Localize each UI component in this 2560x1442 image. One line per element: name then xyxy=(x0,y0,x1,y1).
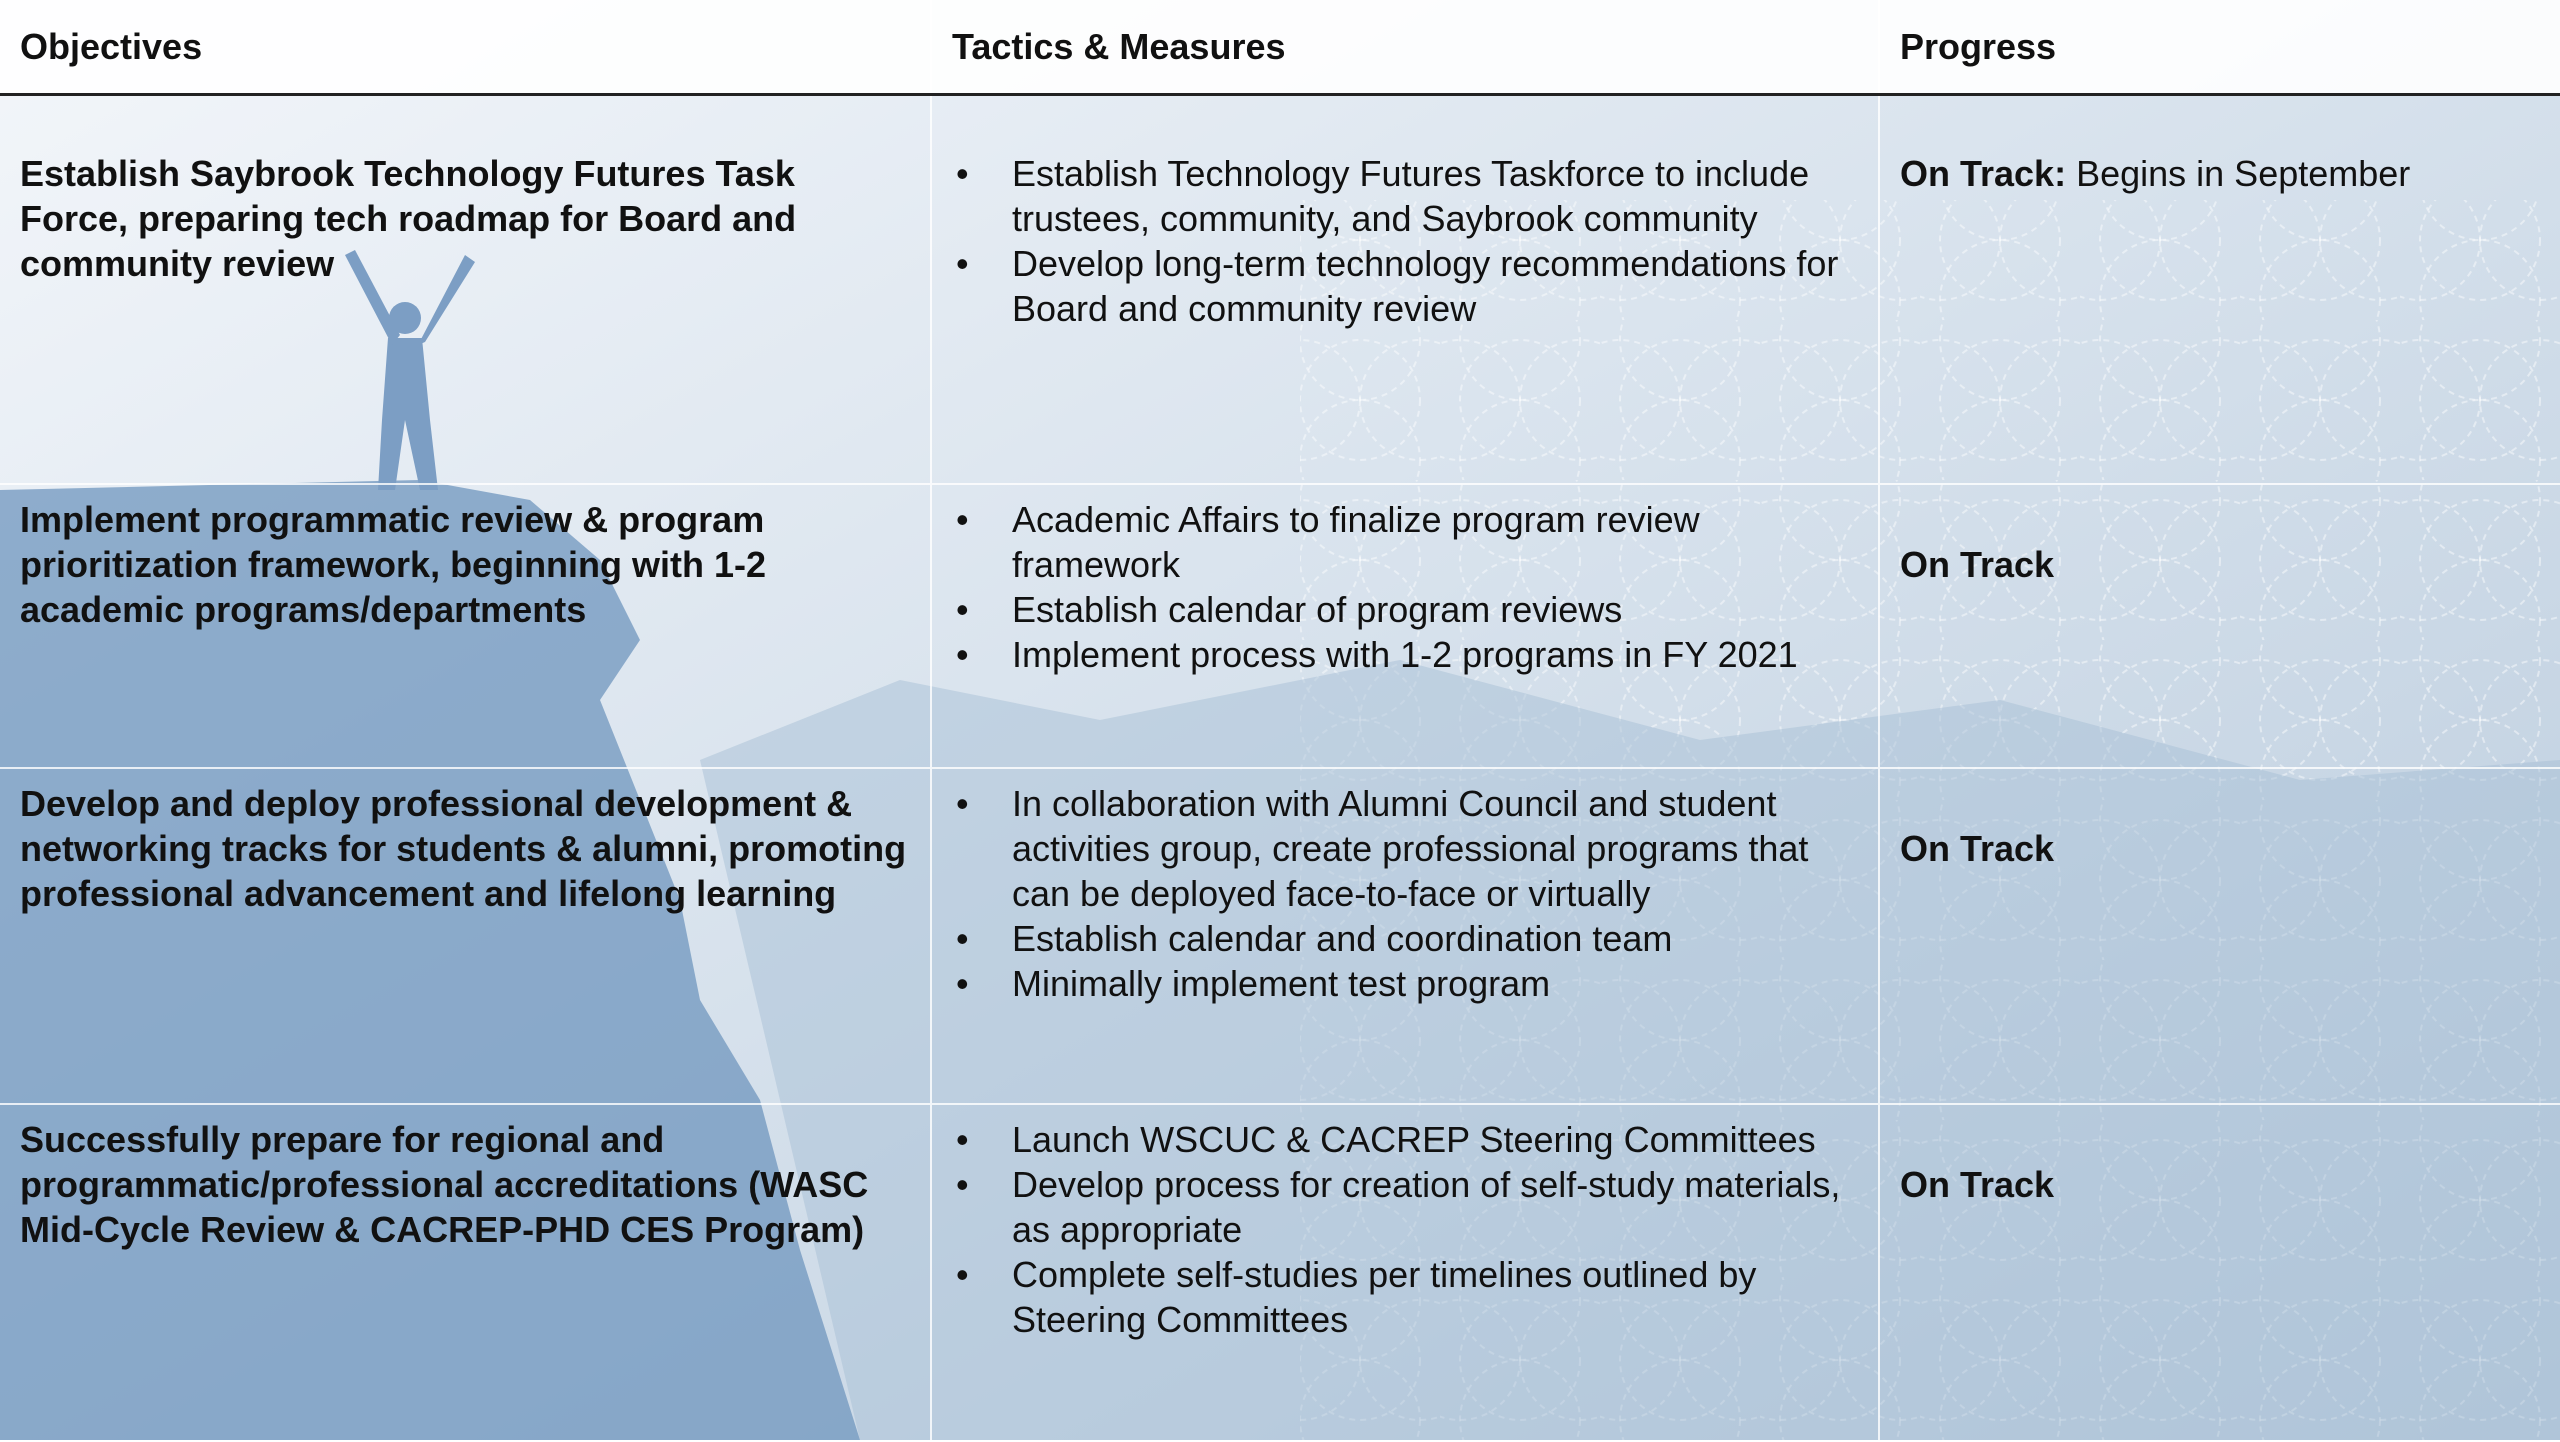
header-row: Objectives Tactics & Measures Progress xyxy=(0,0,2560,96)
objective: Develop and deploy professional developm… xyxy=(0,766,931,1104)
status: On Track xyxy=(1900,1163,2055,1205)
tactics-cell: Academic Affairs to finalize program rev… xyxy=(930,482,1879,768)
tactic: Launch WSCUC & CACREP Steering Committee… xyxy=(952,1117,1858,1162)
status-note: Begins in September xyxy=(2076,153,2411,194)
status: On Track xyxy=(1900,827,2055,869)
tactic: Establish calendar and coordination team xyxy=(952,916,1858,961)
tactic: Develop long-term technology recommendat… xyxy=(952,241,1858,331)
table-row: Establish Saybrook Technology Futures Ta… xyxy=(0,93,2560,484)
tactic: Establish Technology Futures Taskforce t… xyxy=(952,151,1858,241)
column-header: Progress xyxy=(1878,0,2560,96)
tactic: Complete self-studies per timelines outl… xyxy=(952,1252,1858,1342)
table-row: Successfully prepare for regional and pr… xyxy=(0,1102,2560,1442)
tactics-list: In collaboration with Alumni Council and… xyxy=(952,781,1858,1006)
progress-cell: On Track xyxy=(1878,482,2560,768)
column-header: Objectives xyxy=(0,0,931,96)
tactic: In collaboration with Alumni Council and… xyxy=(952,781,1858,916)
table-row: Implement programmatic review & program … xyxy=(0,482,2560,768)
progress-cell: On Track: Begins in September xyxy=(1878,93,2560,484)
tactic: Implement process with 1-2 programs in F… xyxy=(952,632,1858,677)
objective: Establish Saybrook Technology Futures Ta… xyxy=(0,93,931,484)
table-body: Establish Saybrook Technology Futures Ta… xyxy=(0,93,2560,1442)
column-header: Tactics & Measures xyxy=(930,0,1879,96)
status: On Track xyxy=(1900,543,2055,585)
tactic: Minimally implement test program xyxy=(952,961,1858,1006)
tactics-cell: Establish Technology Futures Taskforce t… xyxy=(930,93,1879,484)
objective: Successfully prepare for regional and pr… xyxy=(0,1102,931,1442)
tactic: Establish calendar of program reviews xyxy=(952,587,1858,632)
progress-cell: On Track xyxy=(1878,1102,2560,1442)
tactics-cell: Launch WSCUC & CACREP Steering Committee… xyxy=(930,1102,1879,1442)
objective: Implement programmatic review & program … xyxy=(0,482,931,768)
table-row: Develop and deploy professional developm… xyxy=(0,766,2560,1104)
tactic: Academic Affairs to finalize program rev… xyxy=(952,497,1858,587)
tactics-list: Academic Affairs to finalize program rev… xyxy=(952,497,1858,677)
tactic: Develop process for creation of self-stu… xyxy=(952,1162,1858,1252)
tactics-cell: In collaboration with Alumni Council and… xyxy=(930,766,1879,1104)
tactics-list: Launch WSCUC & CACREP Steering Committee… xyxy=(952,1117,1858,1342)
tactics-list: Establish Technology Futures Taskforce t… xyxy=(952,151,1858,331)
progress-cell: On Track xyxy=(1878,766,2560,1104)
status: On Track: xyxy=(1900,153,2067,194)
